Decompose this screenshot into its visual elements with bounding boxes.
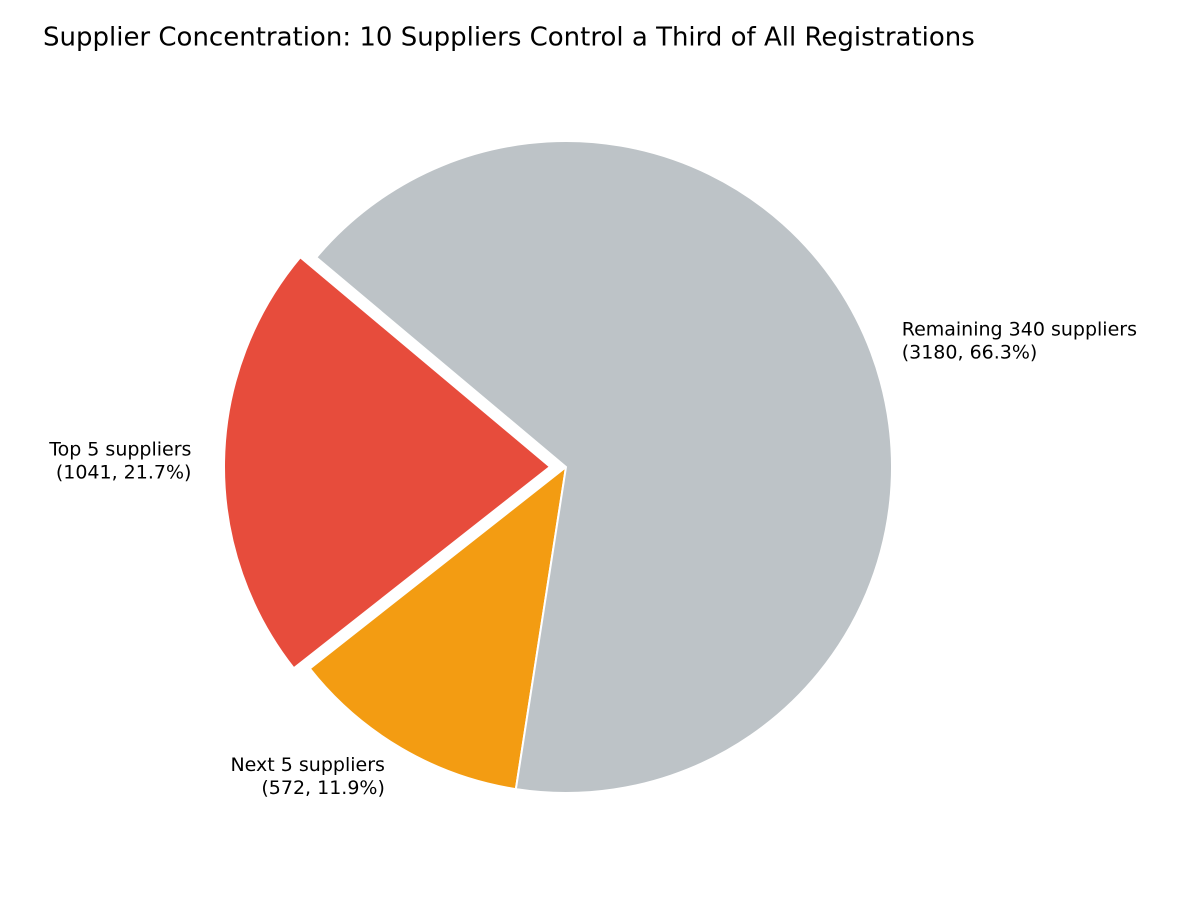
slice-label: Next 5 suppliers bbox=[230, 754, 384, 776]
slice-value-label: (572, 11.9%) bbox=[261, 777, 385, 799]
pie-slice bbox=[223, 255, 552, 670]
pie-slice bbox=[314, 140, 893, 794]
slice-label: Top 5 suppliers bbox=[48, 439, 191, 461]
slice-value-label: (1041, 21.7%) bbox=[56, 462, 192, 484]
pie-slice bbox=[308, 464, 568, 791]
chart-title: Supplier Concentration: 10 Suppliers Con… bbox=[43, 23, 975, 53]
slice-label: Remaining 340 suppliers bbox=[902, 318, 1137, 340]
slice-value-label: (3180, 66.3%) bbox=[902, 341, 1038, 363]
